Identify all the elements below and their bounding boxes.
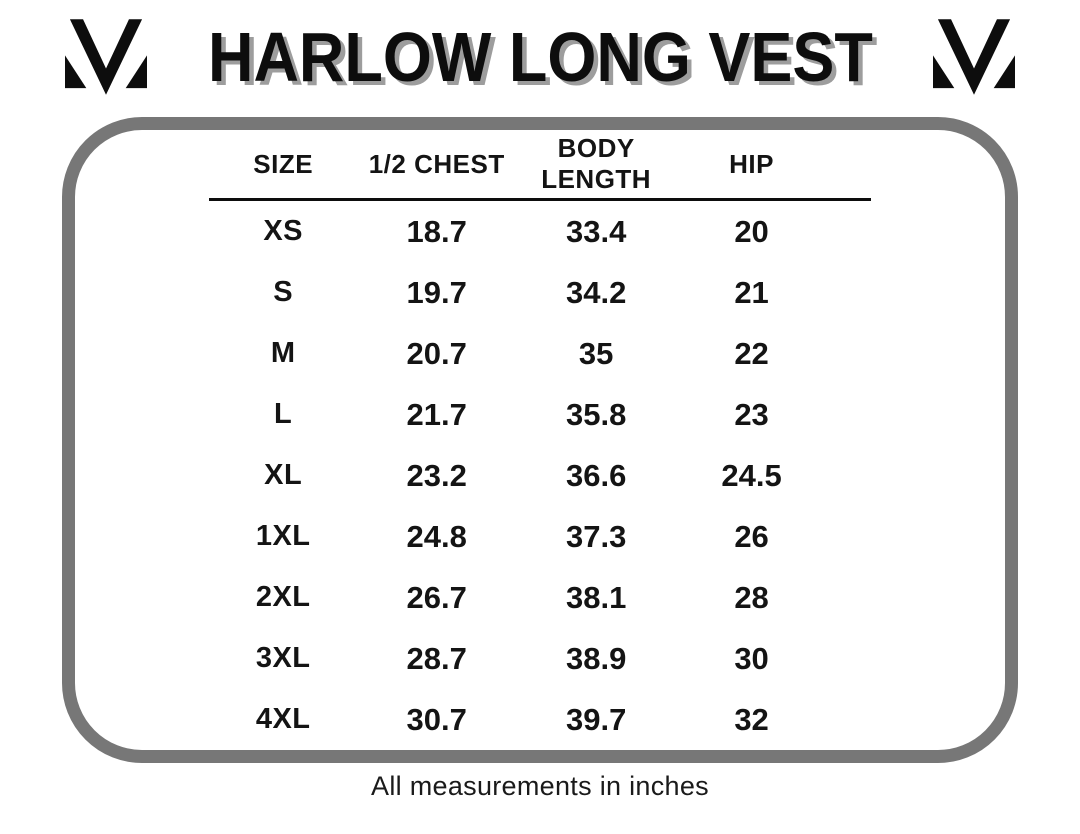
column-header-hip: HIP xyxy=(729,148,774,179)
table-header-row: SIZE 1/2 CHEST BODY LENGTH HIP xyxy=(209,130,871,198)
size-cell: 4XL xyxy=(255,703,311,735)
body-length-cell: 34.2 xyxy=(565,274,627,310)
hip-cell: 21 xyxy=(734,274,769,310)
table-row-xl: XL 23.2 36.6 24.5 xyxy=(209,445,871,506)
body-length-cell: 33.4 xyxy=(565,213,627,249)
table-row-2xl: 2XL 26.7 38.1 28 xyxy=(209,567,871,628)
half-chest-cell: 26.7 xyxy=(406,579,467,615)
column-header-body-length-label: BODY LENGTH xyxy=(541,132,652,194)
table-row-1xl: 1XL 24.8 37.3 26 xyxy=(209,506,871,567)
header-divider-line xyxy=(209,198,871,201)
brand-m-monogram-icon-right xyxy=(933,19,1016,95)
half-chest-cell: 28.7 xyxy=(406,640,467,676)
size-cell: XS xyxy=(263,215,303,247)
body-length-cell: 37.3 xyxy=(565,518,627,554)
half-chest-cell: 24.8 xyxy=(406,518,467,554)
hip-cell: 20 xyxy=(734,213,769,249)
table-row-m: M 20.7 35 22 xyxy=(209,323,871,384)
size-cell: L xyxy=(274,398,293,430)
half-chest-cell: 20.7 xyxy=(406,335,467,371)
size-cell: M xyxy=(270,337,296,369)
body-length-cell: 39.7 xyxy=(565,701,627,737)
column-header-body-length: BODY LENGTH xyxy=(516,133,676,195)
body-length-cell: 38.1 xyxy=(565,579,627,615)
column-header-size: SIZE xyxy=(253,148,314,179)
hip-cell: 28 xyxy=(734,579,769,615)
size-chart-frame: SIZE 1/2 CHEST BODY LENGTH HIP XS 18.7 3… xyxy=(62,117,1018,763)
hip-cell: 22 xyxy=(734,335,769,371)
size-cell: XL xyxy=(264,459,303,491)
table-body: XS 18.7 33.4 20 S 19.7 34.2 21 M 20.7 35… xyxy=(209,201,871,750)
half-chest-cell: 30.7 xyxy=(406,701,467,737)
hip-cell: 23 xyxy=(734,396,769,432)
hip-cell: 32 xyxy=(734,701,769,737)
table-row-3xl: 3XL 28.7 38.9 30 xyxy=(209,628,871,689)
table-row-4xl: 4XL 30.7 39.7 32 xyxy=(209,689,871,750)
size-cell: 1XL xyxy=(255,520,311,552)
size-chart-table: SIZE 1/2 CHEST BODY LENGTH HIP XS 18.7 3… xyxy=(209,130,871,750)
half-chest-cell: 18.7 xyxy=(406,213,467,249)
body-length-cell: 35.8 xyxy=(565,396,627,432)
half-chest-cell: 19.7 xyxy=(406,274,467,310)
body-length-cell: 38.9 xyxy=(565,640,627,676)
column-header-half-chest: 1/2 CHEST xyxy=(368,148,505,179)
size-cell: 3XL xyxy=(255,642,311,674)
hip-cell: 30 xyxy=(734,640,769,676)
size-cell: 2XL xyxy=(255,581,311,613)
half-chest-cell: 23.2 xyxy=(406,457,467,493)
brand-m-monogram-icon-left xyxy=(64,19,147,95)
measurements-note: All measurements in inches xyxy=(371,771,709,801)
body-length-cell: 35 xyxy=(578,335,614,371)
hip-cell: 24.5 xyxy=(721,457,782,493)
table-row-l: L 21.7 35.8 23 xyxy=(209,384,871,445)
half-chest-cell: 21.7 xyxy=(406,396,467,432)
table-row-s: S 19.7 34.2 21 xyxy=(209,262,871,323)
title-bar: HARLOW LONG VEST xyxy=(0,8,1080,106)
page-title: HARLOW LONG VEST xyxy=(207,18,873,96)
size-cell: S xyxy=(273,276,294,308)
hip-cell: 26 xyxy=(734,518,769,554)
table-row-xs: XS 18.7 33.4 20 xyxy=(209,201,871,262)
body-length-cell: 36.6 xyxy=(565,457,627,493)
